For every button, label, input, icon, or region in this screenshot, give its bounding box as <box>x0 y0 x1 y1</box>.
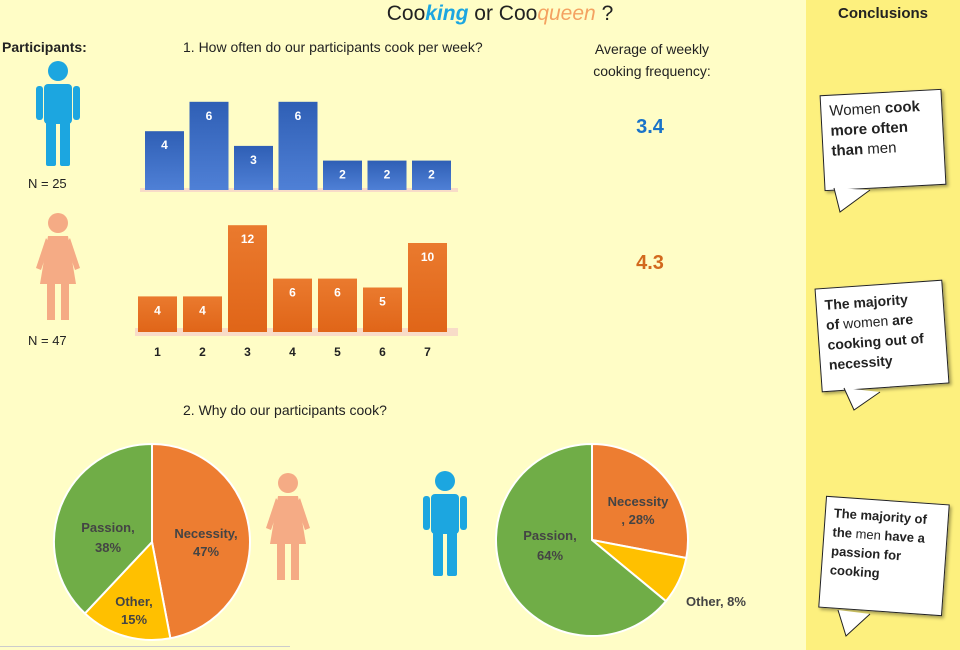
question-2: 2. Why do our participants cook? <box>183 402 387 418</box>
bubble2-text-b: of <box>825 315 840 333</box>
women-bar-4 <box>273 278 312 332</box>
men-bar-label-1: 4 <box>161 138 168 152</box>
bubble2-text-a: The majority <box>824 291 909 313</box>
men-bar-6 <box>367 160 407 190</box>
men-bar-label-4: 6 <box>295 109 302 123</box>
question-1: 1. How often do our participants cook pe… <box>183 39 483 55</box>
men-bar-chart: 4 6 3 6 2 2 2 <box>140 101 458 192</box>
bubble3-text-e: passion for <box>830 543 902 564</box>
women-pie-label-passion-pct: 38% <box>95 540 121 555</box>
women-pie-slice-passion <box>53 442 153 615</box>
men-average-value: 3.4 <box>636 116 664 138</box>
bubble3-text-f: cooking <box>829 562 881 581</box>
bubble3-text-b: the <box>832 524 853 541</box>
men-bar-label-7: 2 <box>428 168 435 182</box>
title-queen: queen <box>537 2 596 25</box>
conclusions-title: Conclusions <box>837 5 928 22</box>
average-label: Average of weekly cooking frequency: <box>572 38 732 82</box>
x-tick-2: 2 <box>199 345 206 359</box>
bubble3-text-c: men <box>855 525 882 543</box>
men-pie-label-other: Other, 8% <box>686 594 746 609</box>
men-n-label: N = 25 <box>28 176 67 191</box>
men-bar-7 <box>412 160 451 190</box>
men-pie-label-passion-pct: 64% <box>537 548 563 563</box>
x-tick-4: 4 <box>289 345 296 359</box>
women-bar-label-2: 4 <box>199 303 206 317</box>
men-bar-label-3: 3 <box>250 153 257 167</box>
bubble1-text-a: Women <box>828 100 882 120</box>
bubble1-text-e: men <box>866 139 897 158</box>
conclusion-bubble-2: The majority of women are cooking out of… <box>814 279 950 393</box>
women-bar-6 <box>363 287 402 332</box>
bubble-2-tail <box>843 387 881 411</box>
men-pie-slice-passion <box>495 442 668 637</box>
x-tick-5: 5 <box>334 345 341 359</box>
women-bar-2 <box>183 296 222 332</box>
women-bar-7 <box>408 243 447 332</box>
bubble3-text-a: The majority of <box>833 505 928 527</box>
women-bar-label-7: 10 <box>421 250 435 264</box>
women-bar-1 <box>138 296 177 332</box>
men-bar-label-6: 2 <box>384 168 391 182</box>
bubble2-text-c: women <box>842 312 889 332</box>
footer-line <box>0 646 290 647</box>
bubble2-text-e: cooking out of <box>826 330 925 353</box>
men-bar-5 <box>323 160 362 190</box>
women-average-value: 4.3 <box>636 252 664 274</box>
x-tick-1: 1 <box>154 345 161 359</box>
bubble1-text-c: more often <box>830 118 909 140</box>
x-tick-7: 7 <box>424 345 431 359</box>
average-label-line1: Average of weekly <box>594 41 710 57</box>
x-tick-3: 3 <box>244 345 251 359</box>
bubble-1-tail <box>833 187 871 213</box>
men-pie-label-necessity-name: Necessity <box>608 494 669 509</box>
men-bar-4 <box>278 101 318 190</box>
women-pie-label-passion-name: Passion, <box>81 520 134 535</box>
men-pie-slice-necessity <box>591 442 689 560</box>
women-bar-label-4: 6 <box>289 286 296 300</box>
average-label-line2: cooking frequency: <box>593 63 711 79</box>
woman-pie-icon <box>266 473 310 580</box>
women-pie-slice-other <box>83 539 172 641</box>
title-king: king <box>425 2 469 25</box>
men-pie-label-passion-name: Passion, <box>523 528 576 543</box>
participants-label: Participants: <box>2 39 87 55</box>
bubble3-text-d: have a <box>883 528 926 546</box>
men-pie-chart: Necessity , 28% Passion, 64% <box>495 442 689 637</box>
men-bar-3 <box>234 145 273 190</box>
women-bar-5 <box>318 278 357 332</box>
women-bar-label-6: 5 <box>379 295 386 309</box>
women-n-label: N = 47 <box>28 333 67 348</box>
women-pie-slice-necessity <box>151 442 251 640</box>
women-pie-label-other-name: Other, <box>115 594 153 609</box>
women-pie-label-necessity-name: Necessity, <box>174 526 237 541</box>
men-bar-2 <box>189 101 229 190</box>
men-pie-label-necessity-pct: , 28% <box>621 512 655 527</box>
bubble1-text-d: than <box>831 141 864 160</box>
bubble1-text-b: cook <box>884 98 921 117</box>
woman-icon <box>36 213 80 320</box>
women-pie-chart: Necessity, 47% Other, 15% Passion, 38% <box>53 442 251 641</box>
man-pie-icon <box>423 471 467 576</box>
bubble-3-tail <box>837 609 871 637</box>
conclusion-bubble-1: Women cook more often than men <box>819 88 947 192</box>
page-title: Cooking or Cooqueen ? <box>386 2 614 25</box>
man-icon <box>36 61 80 166</box>
women-pie-label-other-pct: 15% <box>121 612 147 627</box>
women-bar-label-1: 4 <box>154 303 161 317</box>
men-bar-1 <box>145 131 184 190</box>
conclusion-bubble-3: The majority of the men have a passion f… <box>818 495 950 617</box>
bubble2-text-d: are <box>891 310 914 329</box>
x-tick-6: 6 <box>379 345 386 359</box>
women-bar-label-5: 6 <box>334 286 341 300</box>
men-bar-label-5: 2 <box>339 168 346 182</box>
women-bar-3 <box>228 225 267 332</box>
men-bar-label-2: 6 <box>206 109 213 123</box>
women-bar-label-3: 12 <box>241 232 255 246</box>
bubble2-text-f: necessity <box>828 352 894 373</box>
women-pie-label-necessity-pct: 47% <box>193 544 219 559</box>
